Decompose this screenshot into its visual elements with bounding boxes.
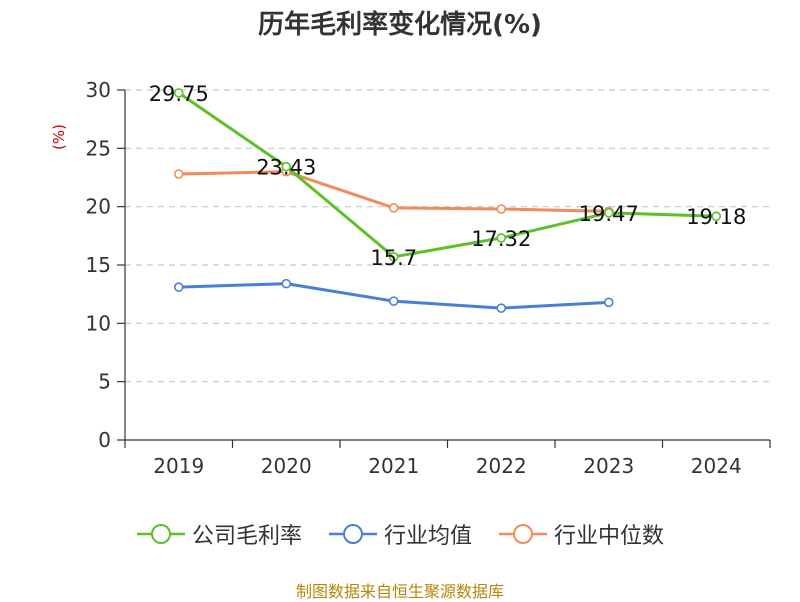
data-label: 15.7 bbox=[370, 246, 417, 270]
data-point bbox=[281, 278, 292, 289]
data-label: 19.47 bbox=[579, 202, 639, 226]
y-tick-label: 25 bbox=[86, 136, 111, 160]
data-point bbox=[388, 203, 399, 213]
data-point bbox=[496, 233, 507, 243]
data-point bbox=[173, 169, 184, 179]
data-point bbox=[388, 296, 399, 306]
data-point bbox=[281, 161, 292, 172]
y-tick-label: 5 bbox=[98, 370, 111, 394]
data-label: 23.43 bbox=[256, 156, 316, 180]
data-point bbox=[173, 88, 184, 98]
series-layer bbox=[173, 88, 722, 313]
legend: 公司毛利率 行业均值 行业中位数 bbox=[0, 518, 800, 550]
data-label: 19.18 bbox=[686, 205, 746, 229]
y-tick-label: 10 bbox=[86, 311, 111, 335]
data-point bbox=[603, 208, 614, 218]
data-point bbox=[603, 297, 614, 308]
y-tick-label: 20 bbox=[86, 195, 111, 219]
x-tick-label: 2022 bbox=[476, 454, 527, 478]
y-tick-label: 15 bbox=[86, 253, 111, 277]
legend-label: 行业中位数 bbox=[554, 524, 665, 549]
legend-item[interactable]: 行业均值 bbox=[328, 518, 472, 550]
axes: 0 5 10 15 20 25 30 2019 2020 2021 2022 2023 2024 bbox=[86, 78, 771, 478]
data-labels-layer: 29.75 23.43 15.7 17.32 19.47 19.18 bbox=[149, 82, 747, 270]
x-tick-label: 2023 bbox=[583, 454, 634, 478]
data-point bbox=[711, 211, 722, 222]
legend-marker-icon bbox=[328, 524, 377, 544]
legend-label: 行业均值 bbox=[383, 524, 472, 549]
data-label: 17.32 bbox=[471, 227, 531, 251]
y-tick-label: 30 bbox=[86, 78, 111, 102]
source-note: 制图数据来自恒生聚源数据库 bbox=[295, 582, 504, 601]
legend-marker-icon bbox=[499, 524, 547, 544]
series-line bbox=[177, 91, 717, 259]
x-tick-label: 2019 bbox=[153, 454, 204, 478]
series-0 bbox=[173, 88, 722, 262]
x-tick-label: 2021 bbox=[368, 454, 419, 478]
x-tick-label: 2024 bbox=[691, 454, 742, 478]
data-point bbox=[173, 282, 184, 292]
series-2 bbox=[173, 166, 614, 217]
grid-lines bbox=[125, 89, 770, 383]
series-1 bbox=[173, 278, 614, 313]
legend-item[interactable]: 公司毛利率 bbox=[136, 518, 302, 550]
data-point bbox=[388, 252, 399, 262]
data-point bbox=[496, 303, 507, 313]
legend-marker-icon bbox=[136, 524, 185, 544]
data-point bbox=[496, 204, 507, 214]
y-tick-label: 0 bbox=[98, 428, 111, 452]
legend-item[interactable]: 行业中位数 bbox=[498, 518, 664, 550]
data-label: 29.75 bbox=[149, 82, 209, 106]
x-tick-label: 2020 bbox=[261, 454, 312, 478]
legend-label: 公司毛利率 bbox=[191, 524, 302, 549]
chart-title: 历年毛利率变化情况(%) bbox=[258, 10, 542, 40]
